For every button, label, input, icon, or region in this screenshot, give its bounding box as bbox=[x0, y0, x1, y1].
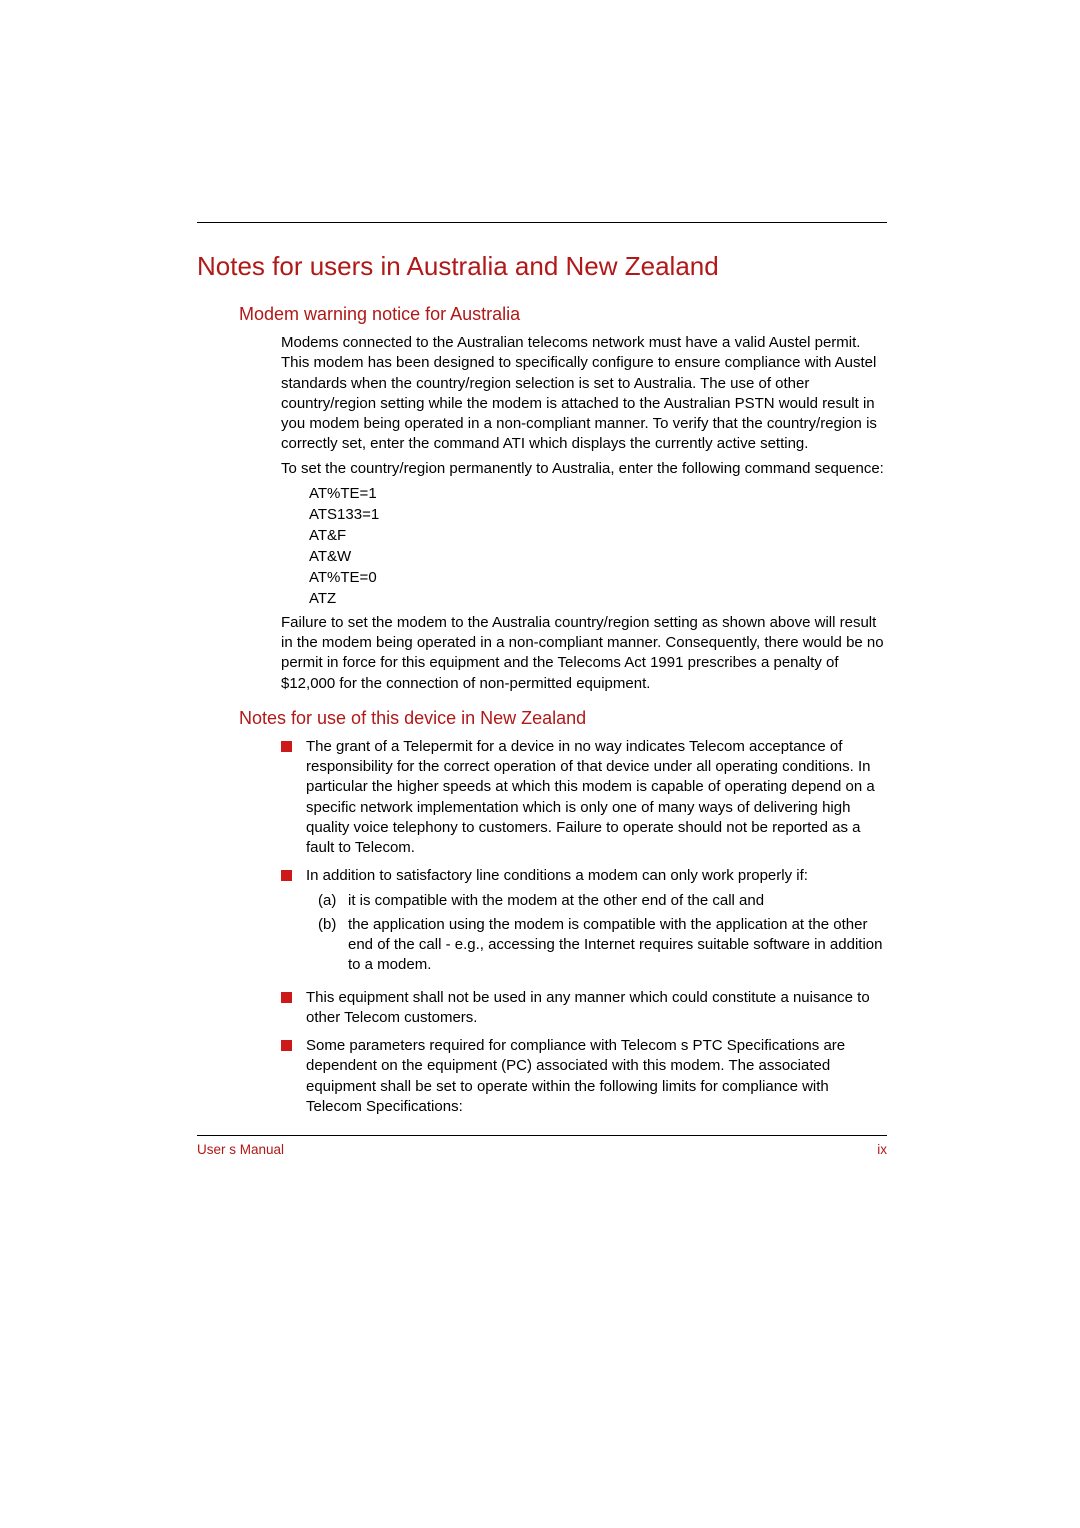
cmd-line: AT%TE=1 bbox=[309, 483, 887, 504]
bullet-item: The grant of a Telepermit for a device i… bbox=[281, 737, 887, 859]
bullet-item: In addition to satisfactory line conditi… bbox=[281, 866, 887, 979]
bullet-text: This equipment shall not be used in any … bbox=[306, 988, 887, 1029]
section1-para3: Failure to set the modem to the Australi… bbox=[281, 613, 887, 694]
section2-heading: Notes for use of this device in New Zeal… bbox=[239, 708, 887, 729]
sub-label: (a) bbox=[318, 891, 348, 911]
section1-para1: Modems connected to the Australian telec… bbox=[281, 333, 887, 455]
cmd-line: AT&W bbox=[309, 546, 887, 567]
bullet-text: Some parameters required for compliance … bbox=[306, 1036, 887, 1117]
cmd-line: ATZ bbox=[309, 588, 887, 609]
sub-label: (b) bbox=[318, 915, 348, 935]
sub-item: (b) the application using the modem is c… bbox=[318, 915, 887, 976]
section1-heading: Modem warning notice for Australia bbox=[239, 304, 887, 325]
section1-body: Modems connected to the Australian telec… bbox=[281, 333, 887, 694]
cmd-line: ATS133=1 bbox=[309, 504, 887, 525]
square-bullet-icon bbox=[281, 992, 292, 1003]
page-footer: User s Manual ix bbox=[197, 1142, 887, 1157]
bullet-text: The grant of a Telepermit for a device i… bbox=[306, 737, 887, 859]
sub-item: (a) it is compatible with the modem at t… bbox=[318, 891, 887, 911]
cmd-line: AT%TE=0 bbox=[309, 567, 887, 588]
sub-list: (a) it is compatible with the modem at t… bbox=[318, 891, 887, 976]
footer-right: ix bbox=[877, 1142, 887, 1157]
sub-text: the application using the modem is compa… bbox=[348, 915, 887, 976]
square-bullet-icon bbox=[281, 870, 292, 881]
page-heading: Notes for users in Australia and New Zea… bbox=[197, 251, 887, 282]
command-sequence: AT%TE=1 ATS133=1 AT&F AT&W AT%TE=0 ATZ bbox=[309, 483, 887, 609]
section2-bullet-list: The grant of a Telepermit for a device i… bbox=[281, 737, 887, 1117]
square-bullet-icon bbox=[281, 741, 292, 752]
bullet-item: Some parameters required for compliance … bbox=[281, 1036, 887, 1117]
square-bullet-icon bbox=[281, 1040, 292, 1051]
bullet-item: This equipment shall not be used in any … bbox=[281, 988, 887, 1029]
section1-para2: To set the country/region permanently to… bbox=[281, 459, 887, 479]
footer-rule bbox=[197, 1135, 887, 1136]
page-content: Notes for users in Australia and New Zea… bbox=[197, 222, 887, 1157]
footer-left: User s Manual bbox=[197, 1142, 284, 1157]
sub-text: it is compatible with the modem at the o… bbox=[348, 891, 887, 911]
cmd-line: AT&F bbox=[309, 525, 887, 546]
bullet-lead-text: In addition to satisfactory line conditi… bbox=[306, 867, 808, 884]
bullet-text: In addition to satisfactory line conditi… bbox=[306, 866, 887, 979]
top-rule bbox=[197, 222, 887, 223]
